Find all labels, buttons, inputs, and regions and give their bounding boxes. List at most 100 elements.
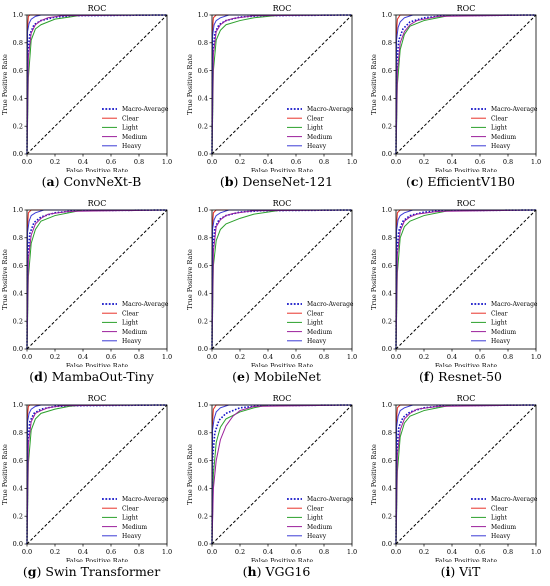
- legend-label: Macro-Average: [307, 106, 354, 113]
- y-tick-label: 0.0: [198, 345, 208, 353]
- y-tick-label: 0.4: [198, 95, 208, 103]
- panel-model-name: ViT: [459, 564, 481, 579]
- panel-letter: b: [224, 174, 234, 189]
- series-line-medium: [395, 14, 537, 155]
- x-tick-label: 0.6: [106, 353, 116, 361]
- y-tick-label: 1.0: [13, 206, 23, 214]
- x-tick-label: 0.8: [134, 353, 144, 361]
- y-axis-label: True Positive Rate: [1, 249, 9, 310]
- chance-diagonal-line: [211, 404, 353, 545]
- legend-label: Light: [122, 125, 139, 132]
- x-axis-label: False Positive Rate: [251, 362, 314, 367]
- roc-panel-g: ROC 0.0 0.2 0.4 0.6 0.8 1.0 0.0 0.2 0.4 0.6 0.8 1.0 F…: [0, 390, 183, 585]
- plot-frame: [26, 14, 168, 155]
- legend-label: Light: [307, 125, 324, 132]
- plot-frame: [211, 14, 353, 155]
- y-tick-label: 1.0: [382, 401, 392, 409]
- panel-letter: i: [445, 564, 451, 579]
- x-tick-label: 0.8: [503, 158, 513, 166]
- y-tick-label: 0.0: [13, 150, 23, 158]
- chance-diagonal-line: [395, 14, 537, 155]
- panel-caption: (c) EfficientV1B0: [406, 174, 515, 189]
- series-line-medium: [26, 14, 168, 155]
- y-tick-label: 0.6: [13, 457, 23, 465]
- legend-label: Macro-Average: [307, 496, 354, 503]
- panel-caption: (f) Resnet-50: [419, 369, 502, 384]
- x-tick-label: 0.2: [235, 158, 245, 166]
- y-tick-label: 0.0: [198, 150, 208, 158]
- chance-diagonal-line: [26, 404, 168, 545]
- x-tick-label: 0.0: [391, 548, 401, 556]
- legend-label: Light: [491, 125, 508, 132]
- x-axis-label: False Positive Rate: [66, 167, 129, 172]
- y-tick-label: 0.2: [382, 317, 392, 325]
- x-tick-label: 0.0: [207, 353, 217, 361]
- legend-label: Light: [307, 515, 324, 522]
- panel-model-name: Resnet-50: [438, 369, 502, 384]
- chart-title: ROC: [273, 394, 292, 403]
- legend-label: Clear: [122, 115, 139, 122]
- x-axis-label: False Positive Rate: [66, 557, 129, 562]
- legend-label: Macro-Average: [122, 106, 169, 113]
- chart-title: ROC: [273, 199, 292, 208]
- x-axis-label: False Positive Rate: [251, 167, 314, 172]
- legend-label: Macro-Average: [307, 301, 354, 308]
- y-tick-label: 0.8: [382, 234, 392, 242]
- y-tick-label: 0.4: [13, 290, 23, 298]
- x-tick-label: 0.2: [419, 353, 429, 361]
- legend-label: Macro-Average: [491, 301, 538, 308]
- chart-title: ROC: [88, 394, 107, 403]
- chance-diagonal-line: [211, 14, 353, 155]
- panel-letter: d: [34, 369, 43, 384]
- legend-label: Medium: [491, 134, 516, 141]
- x-tick-label: 0.4: [263, 158, 273, 166]
- panel-caption: (b) DenseNet-121: [219, 174, 334, 189]
- series-line-macro-average: [26, 209, 168, 350]
- x-axis-label: False Positive Rate: [66, 362, 129, 367]
- plot-frame: [395, 14, 537, 155]
- plot-frame: [395, 209, 537, 350]
- series-line-macro-average: [395, 404, 537, 545]
- x-tick-label: 0.4: [447, 548, 457, 556]
- x-tick-label: 0.2: [50, 158, 60, 166]
- legend-label: Heavy: [122, 338, 142, 345]
- roc-panel-f: ROC 0.0 0.2 0.4 0.6 0.8 1.0 0.0 0.2 0.4 0.6 0.8 1.0 F…: [369, 195, 550, 390]
- chart-title: ROC: [457, 199, 476, 208]
- roc-panel-b: ROC 0.0 0.2 0.4 0.6 0.8 1.0 0.0 0.2 0.4 0.6 0.8 1.0 F…: [185, 0, 368, 195]
- y-tick-label: 0.6: [13, 67, 23, 75]
- roc-plot: ROC 0.0 0.2 0.4 0.6 0.8 1.0 0.0 0.2 0.4 0.6 0.8 1.0 F…: [1, 394, 172, 562]
- y-tick-label: 0.0: [198, 540, 208, 548]
- y-tick-label: 1.0: [13, 11, 23, 19]
- y-tick-label: 0.2: [198, 122, 208, 130]
- y-tick-label: 0.0: [382, 540, 392, 548]
- panel-model-name: MambaOut-Tiny: [51, 369, 154, 384]
- x-tick-label: 0.8: [134, 158, 144, 166]
- legend-label: Light: [491, 515, 508, 522]
- legend-label: Light: [122, 320, 139, 327]
- y-tick-label: 0.2: [13, 317, 23, 325]
- panel-letter: g: [27, 564, 37, 579]
- y-axis-label: True Positive Rate: [370, 444, 378, 505]
- panel-caption: (h) VGG16: [242, 564, 311, 579]
- x-tick-label: 0.6: [291, 548, 301, 556]
- chance-diagonal-line: [395, 209, 537, 350]
- x-tick-label: 0.0: [207, 158, 217, 166]
- panel-letter: c: [410, 174, 419, 189]
- y-tick-label: 1.0: [13, 401, 23, 409]
- y-tick-label: 1.0: [198, 11, 208, 19]
- x-tick-label: 0.2: [50, 353, 60, 361]
- panel-letter: h: [247, 564, 257, 579]
- x-tick-label: 1.0: [162, 158, 172, 166]
- roc-panel-i: ROC 0.0 0.2 0.4 0.6 0.8 1.0 0.0 0.2 0.4 0.6 0.8 1.0 F…: [369, 390, 550, 585]
- y-tick-label: 0.8: [198, 234, 208, 242]
- roc-plot: ROC 0.0 0.2 0.4 0.6 0.8 1.0 0.0 0.2 0.4 0.6 0.8 1.0 F…: [186, 199, 357, 367]
- series-line-medium: [211, 404, 353, 545]
- roc-plot: ROC 0.0 0.2 0.4 0.6 0.8 1.0 0.0 0.2 0.4 0.6 0.8 1.0 F…: [186, 394, 357, 562]
- y-tick-label: 0.8: [198, 429, 208, 437]
- legend-label: Heavy: [122, 533, 142, 540]
- series-line-light: [211, 209, 352, 350]
- legend-label: Light: [491, 320, 508, 327]
- legend-label: Macro-Average: [122, 496, 169, 503]
- y-axis-label: True Positive Rate: [370, 54, 378, 115]
- series-line-medium: [211, 14, 353, 155]
